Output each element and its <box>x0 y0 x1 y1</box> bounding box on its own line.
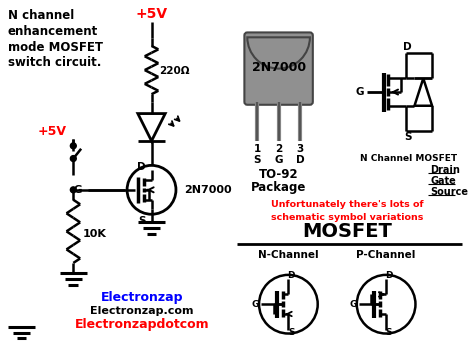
Text: S: S <box>253 155 261 166</box>
Text: Source: Source <box>430 187 468 197</box>
Text: S: S <box>386 328 392 337</box>
Text: D: D <box>403 42 412 52</box>
Text: S: S <box>288 328 294 337</box>
Text: G: G <box>356 87 364 97</box>
Text: 220Ω: 220Ω <box>159 66 189 76</box>
Text: D: D <box>137 162 146 172</box>
Circle shape <box>70 187 76 193</box>
Text: Electronzapdotcom: Electronzapdotcom <box>74 318 209 331</box>
Text: TO-92: TO-92 <box>259 168 299 181</box>
Text: D: D <box>296 155 304 166</box>
Text: switch circuit.: switch circuit. <box>8 56 101 69</box>
Text: P-Channel: P-Channel <box>356 250 416 260</box>
Text: 2: 2 <box>275 144 282 154</box>
Text: G: G <box>74 185 82 195</box>
Text: 1: 1 <box>254 144 261 154</box>
Circle shape <box>70 143 76 149</box>
Text: Electronzap.com: Electronzap.com <box>90 306 193 316</box>
Text: G: G <box>251 300 259 309</box>
Text: S: S <box>138 216 146 226</box>
Text: S: S <box>404 132 411 142</box>
Text: G: G <box>349 300 356 309</box>
Text: D: D <box>385 271 393 280</box>
FancyBboxPatch shape <box>245 32 313 105</box>
Text: MOSFET: MOSFET <box>302 222 392 241</box>
Text: N-Channel: N-Channel <box>258 250 319 260</box>
Text: G: G <box>274 155 283 166</box>
Text: 3: 3 <box>296 144 304 154</box>
Text: Unfortunately there's lots of: Unfortunately there's lots of <box>271 200 423 209</box>
Text: N Channel MOSFET: N Channel MOSFET <box>360 154 457 163</box>
Text: mode MOSFET: mode MOSFET <box>8 41 103 54</box>
Text: Drain: Drain <box>430 165 460 175</box>
Text: schematic symbol variations: schematic symbol variations <box>271 213 423 222</box>
Text: Gate: Gate <box>430 176 456 186</box>
Text: enhancement: enhancement <box>8 25 98 38</box>
Circle shape <box>70 155 76 162</box>
Text: 10K: 10K <box>83 229 107 239</box>
Text: 2N7000: 2N7000 <box>252 61 306 74</box>
Text: 2N7000: 2N7000 <box>184 185 231 195</box>
Text: +5V: +5V <box>136 7 168 21</box>
Text: +5V: +5V <box>37 124 66 138</box>
Text: D: D <box>288 271 295 280</box>
Text: Electronzap: Electronzap <box>100 291 183 304</box>
Text: Package: Package <box>251 181 306 194</box>
Text: N channel: N channel <box>8 9 74 22</box>
Wedge shape <box>247 37 310 68</box>
